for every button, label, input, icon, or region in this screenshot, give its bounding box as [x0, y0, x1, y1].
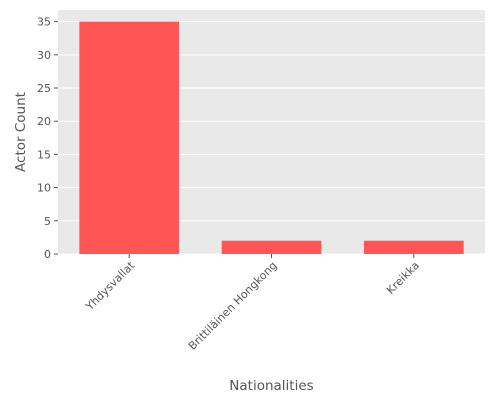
y-axis-title: Actor Count	[13, 92, 29, 172]
y-tick-label: 35	[37, 16, 51, 29]
y-tick-label: 0	[44, 248, 51, 261]
bar	[79, 21, 179, 254]
y-tick-label: 10	[37, 182, 51, 195]
x-axis-ticks: Yhdysvallat Brittiläinen Hongkong Kreikka	[83, 254, 422, 353]
bar	[364, 240, 464, 254]
x-tick-label: Yhdysvallat	[83, 258, 138, 313]
x-axis-title: Nationalities	[229, 378, 313, 394]
y-tick-label: 15	[37, 148, 51, 161]
y-tick-label: 5	[44, 215, 51, 228]
bar	[221, 240, 322, 254]
x-tick-label: Kreikka	[384, 259, 422, 297]
x-tick-label: Brittiläinen Hongkong	[186, 259, 280, 353]
y-tick-label: 30	[37, 49, 51, 62]
bars	[79, 21, 464, 254]
y-tick-label: 25	[37, 82, 51, 95]
y-tick-label: 20	[37, 115, 51, 128]
y-axis-ticks: 0 5 10 15 20 25 30 35	[37, 16, 58, 261]
